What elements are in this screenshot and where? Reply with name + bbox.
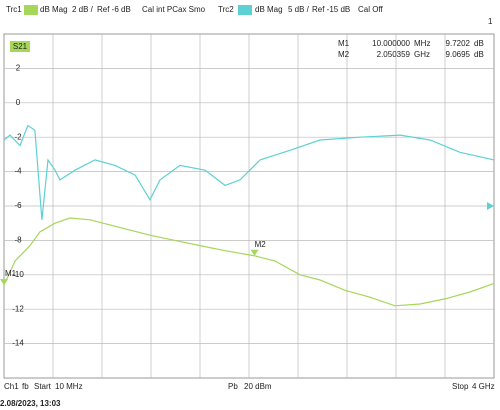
footer-text: fb	[22, 382, 29, 391]
marker-value: 9.0695	[446, 50, 471, 59]
trace-line	[3, 124, 495, 220]
y-tick-label: 2	[16, 64, 21, 73]
footer-text: Pb	[228, 382, 238, 391]
footer-text: Start	[34, 382, 52, 391]
header-text: 2 dB /	[72, 5, 94, 14]
header-text: Ref -15 dB	[312, 5, 350, 14]
header-text: dB Mag	[40, 5, 68, 14]
header-text: Cal Off	[358, 5, 384, 14]
marker-value-unit: dB	[474, 39, 484, 48]
y-tick-label: -8	[14, 236, 22, 245]
header-text: 5 dB /	[288, 5, 310, 14]
marker-frequency-unit: MHz	[414, 39, 430, 48]
marker-triangle	[250, 249, 259, 256]
header-text: Trc1	[6, 5, 22, 14]
marker-frequency-unit: GHz	[414, 50, 430, 59]
ref-arrow	[487, 202, 494, 210]
marker-value-unit: dB	[474, 50, 484, 59]
header-text: Trc2	[218, 5, 234, 14]
y-tick-label: -14	[12, 339, 24, 348]
header-text: dB Mag	[255, 5, 283, 14]
y-tick-label: -2	[14, 132, 22, 141]
marker-name: M1	[338, 39, 350, 48]
marker-plot-label: M2	[255, 240, 267, 249]
trace-label-box	[10, 41, 30, 52]
marker-name: M2	[338, 50, 350, 59]
header-text: Ref -6 dB	[97, 5, 131, 14]
footer-text: 20 dBm	[244, 382, 272, 391]
trace-box	[238, 5, 252, 15]
marker-frequency: 2.050359	[377, 50, 411, 59]
y-tick-label: -12	[12, 304, 24, 313]
marker-frequency: 10.000000	[372, 39, 410, 48]
footer-text: 10 MHz	[55, 382, 83, 391]
y-tick-label: -10	[12, 270, 24, 279]
y-tick-label: -6	[14, 201, 22, 210]
channel-number: 1	[488, 17, 493, 26]
header-text: Cal int PCax Smo	[142, 5, 206, 14]
footer-text: Stop	[452, 382, 469, 391]
marker-plot-label: M1	[5, 269, 17, 278]
timestamp: 2.08/2023, 13:03	[0, 399, 61, 408]
trace-line	[3, 217, 495, 307]
y-tick-label: -4	[14, 167, 22, 176]
footer-text: Ch1	[4, 382, 19, 391]
marker-triangle	[0, 279, 8, 286]
y-tick-label: 0	[16, 98, 21, 107]
trace-box	[24, 5, 38, 15]
footer-text: 4 GHz	[472, 382, 495, 391]
trace-label: S21	[13, 42, 28, 51]
marker-value: 9.7202	[446, 39, 471, 48]
